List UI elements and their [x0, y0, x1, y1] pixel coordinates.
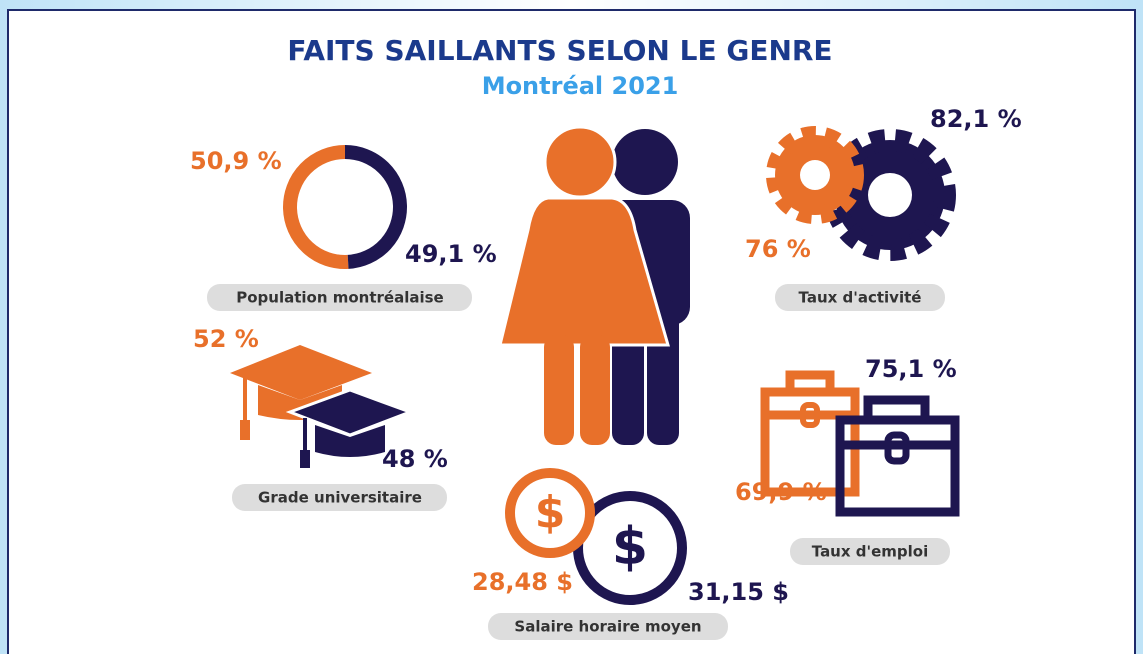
men-value: 82,1 % — [930, 105, 1022, 133]
women-value: 50,9 % — [190, 147, 282, 175]
donut-arc — [344, 145, 407, 269]
men-value: 48 % — [382, 445, 448, 473]
label: Salaire horaire moyen — [514, 618, 701, 636]
women-value: 52 % — [193, 325, 259, 353]
people — [498, 125, 690, 445]
men-value: 49,1 % — [405, 240, 497, 268]
svg-text:$: $ — [535, 487, 566, 538]
svg-text:$: $ — [612, 517, 648, 577]
donut — [283, 145, 407, 269]
coins: $ $ — [505, 468, 687, 605]
grad-caps — [230, 345, 415, 468]
subtitle: Montréal 2021 — [482, 72, 679, 100]
label: Population montréalaise — [236, 289, 443, 307]
gears — [766, 126, 956, 261]
donut-arc — [283, 145, 349, 269]
pill — [488, 613, 728, 640]
pill — [790, 538, 950, 565]
women-value: 69,9 % — [735, 478, 827, 506]
pill — [232, 484, 447, 511]
title: FAITS SAILLANTS SELON LE GENRE — [287, 34, 832, 67]
label: Grade universitaire — [258, 489, 422, 507]
women-value: 28,48 $ — [472, 568, 573, 596]
men-value: 75,1 % — [865, 355, 957, 383]
pill — [775, 284, 945, 311]
label: Taux d'activité — [799, 289, 922, 307]
briefcases — [760, 370, 960, 517]
pill — [207, 284, 472, 311]
label: Taux d'emploi — [812, 543, 928, 561]
women-value: 76 % — [745, 235, 811, 263]
men-value: 31,15 $ — [688, 578, 789, 606]
